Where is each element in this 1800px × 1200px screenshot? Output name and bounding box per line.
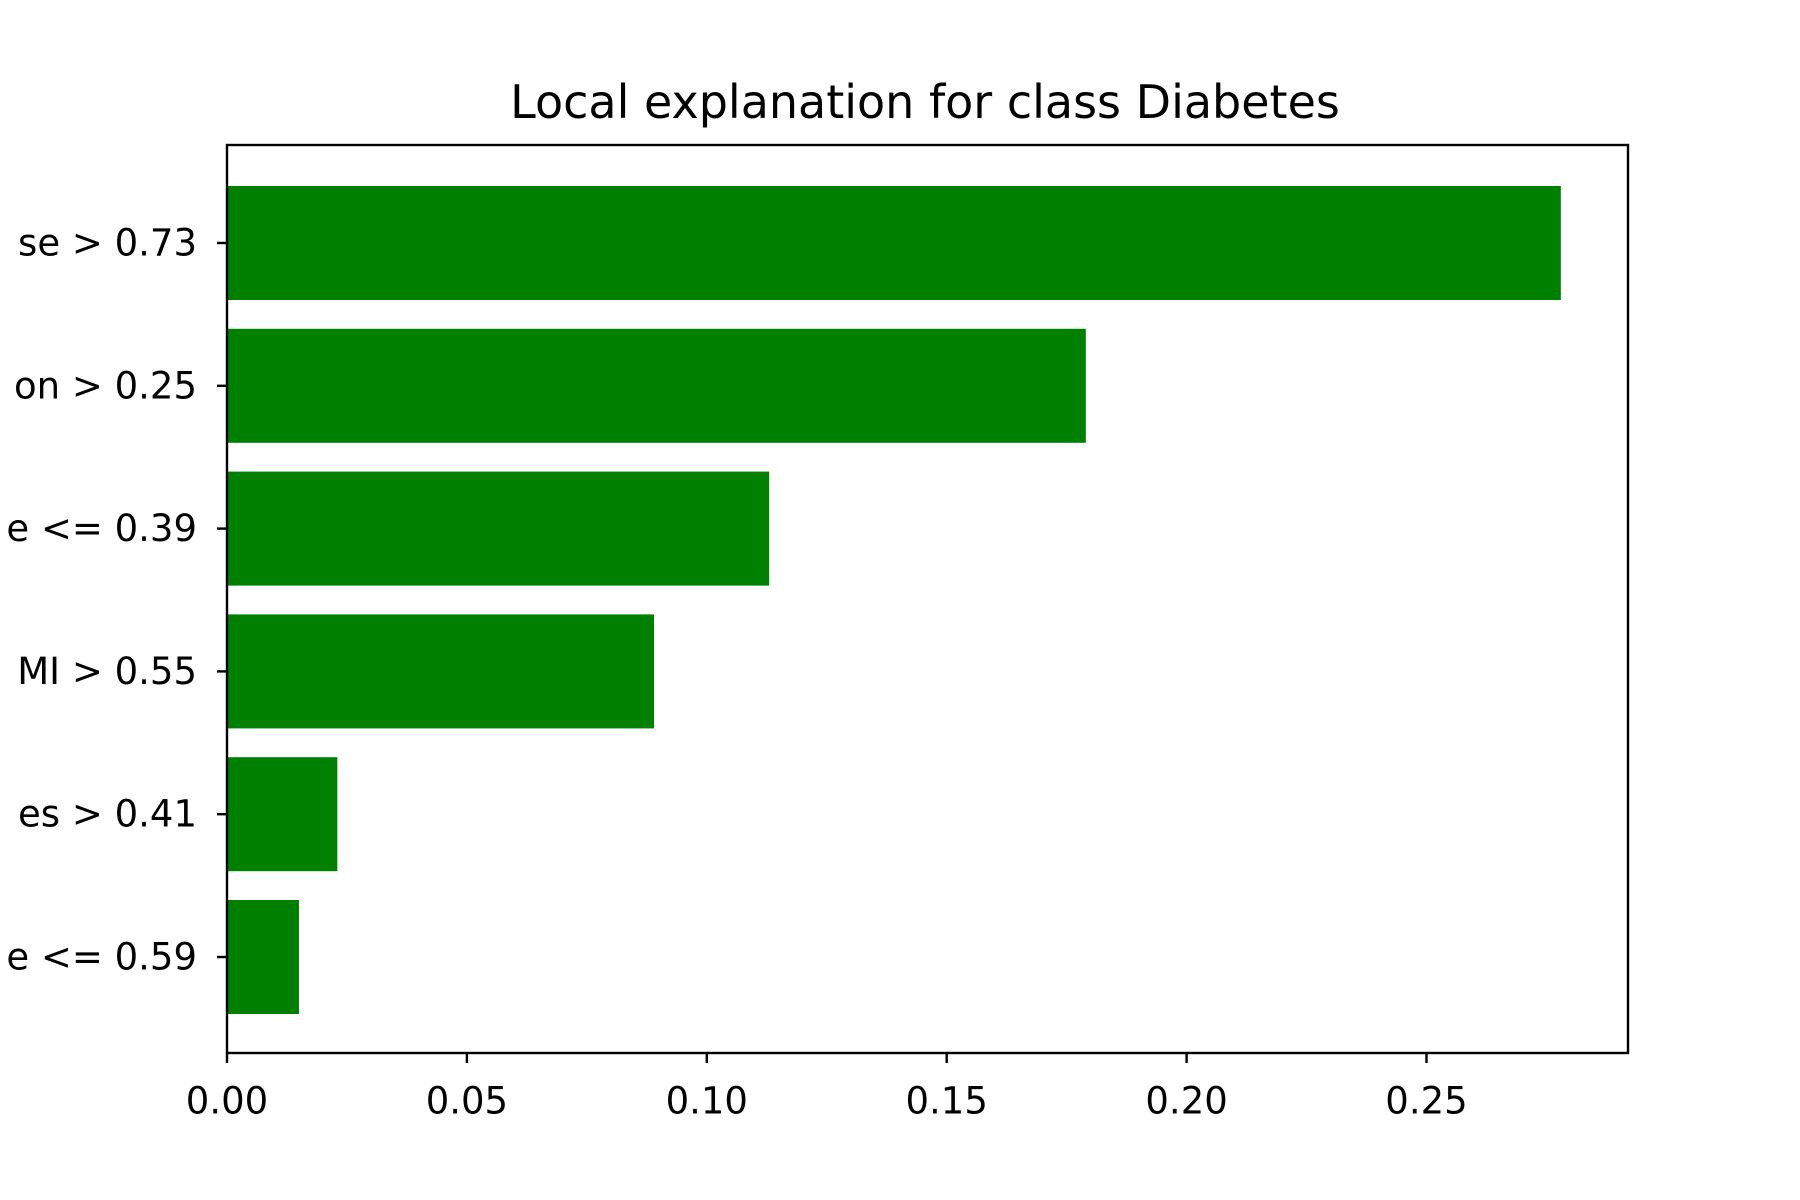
y-tick-label: MI > 0.55 — [17, 650, 197, 693]
bar — [227, 614, 655, 729]
x-tick-label: 0.05 — [426, 1080, 508, 1123]
y-axis: se > 0.73 on > 0.25 e <= 0.39 MI > 0.55 es >… — [6, 222, 227, 979]
bars — [227, 186, 1561, 1014]
y-tick-label: es > 0.41 — [18, 793, 197, 836]
bar — [227, 328, 1086, 443]
bar — [227, 900, 299, 1014]
bar — [227, 471, 770, 586]
bar — [227, 186, 1561, 300]
x-axis: 0.00 0.05 0.10 0.15 0.20 0.25 — [186, 1053, 1468, 1123]
plot-frame — [225, 143, 1630, 1055]
bar — [227, 757, 338, 872]
x-tick-label: 0.20 — [1145, 1080, 1227, 1123]
y-tick-label: on > 0.25 — [14, 364, 197, 407]
chart-title: Local explanation for class Diabetes — [510, 75, 1340, 129]
x-tick-label: 0.25 — [1385, 1080, 1467, 1123]
x-tick-label: 0.00 — [186, 1080, 268, 1123]
y-tick-label: e <= 0.59 — [6, 936, 197, 979]
x-tick-label: 0.10 — [666, 1080, 748, 1123]
y-tick-label: se > 0.73 — [18, 222, 197, 265]
x-tick-label: 0.15 — [905, 1080, 987, 1123]
y-tick-label: e <= 0.39 — [6, 507, 197, 550]
